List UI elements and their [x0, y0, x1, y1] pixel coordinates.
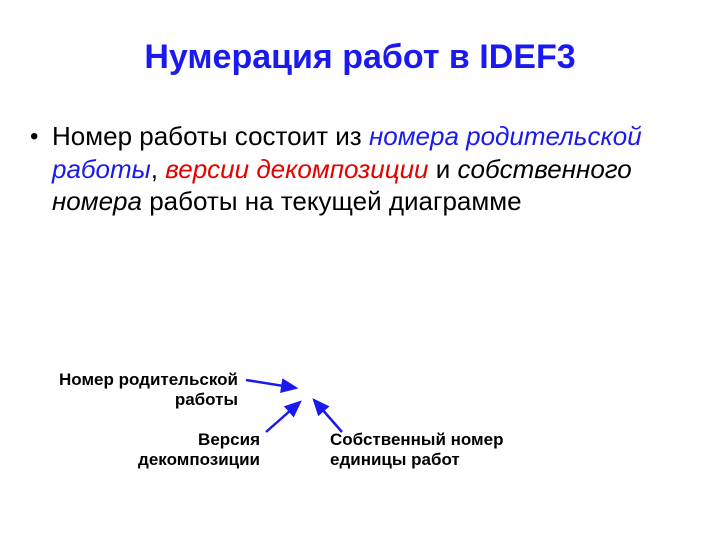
label-parent-number: Номер родительскойработы: [0, 370, 238, 409]
bullet-segment: Номер работы состоит из: [52, 121, 369, 151]
bullet-segment: версии декомпозиции: [165, 154, 428, 184]
arrow-version-icon: [266, 402, 300, 432]
bullet-marker: •: [30, 122, 38, 152]
bullet-segment: и: [429, 154, 458, 184]
label-decomposition-version: Версиядекомпозиции: [0, 430, 260, 469]
arrow-own-icon: [314, 400, 342, 432]
label-own-number: Собственный номерединицы работ: [330, 430, 503, 469]
slide-title: Нумерация работ в IDEF3: [0, 38, 720, 77]
arrow-parent-icon: [246, 380, 296, 388]
bullet-block: • Номер работы состоит из номера родител…: [52, 120, 672, 218]
bullet-text: Номер работы состоит из номера родительс…: [52, 121, 642, 216]
bullet-segment: работы на текущей диаграмме: [142, 186, 522, 216]
bullet-segment: ,: [151, 154, 165, 184]
